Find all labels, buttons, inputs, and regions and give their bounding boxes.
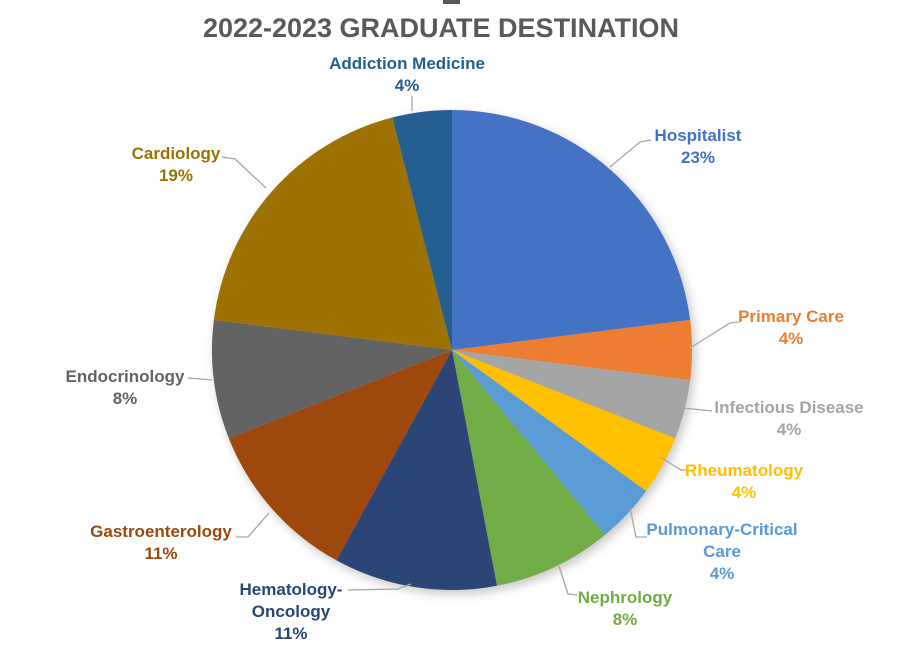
leader-line-primary-care	[689, 321, 740, 349]
slice-value-gastroenterology: 11%	[144, 544, 178, 563]
slice-name-hematology-oncology: Oncology	[251, 602, 331, 621]
slice-name-gastroenterology: Gastroenterology	[90, 522, 232, 541]
slice-name-cardiology: Cardiology	[131, 144, 221, 163]
slice-value-rheumatology: 4%	[731, 483, 757, 502]
pie-slice-endocrinology	[211, 319, 452, 439]
slice-name-nephrology: Nephrology	[577, 588, 673, 607]
slice-label-cardiology: Cardiology 19%	[132, 143, 221, 187]
slice-value-cardiology: 19%	[158, 166, 194, 185]
pie-slice-addiction-medicine	[392, 110, 452, 350]
slice-name-pulmonary-critical-care: Care	[703, 542, 741, 561]
slice-name-addiction-medicine: Addiction Medicine	[329, 54, 485, 73]
pie-slice-gastroenterology	[228, 350, 452, 561]
slice-value-infectious-disease: 4%	[776, 420, 802, 439]
slice-name-hospitalist: Hospitalist	[654, 126, 742, 145]
leader-line-endocrinology	[187, 377, 213, 381]
slice-name-infectious-disease: Infectious Disease	[714, 398, 864, 417]
slice-label-rheumatology: Rheumatology 4%	[685, 460, 803, 504]
slice-label-primary-care: Primary Care 4%	[738, 306, 844, 350]
cropped-top-artifact	[443, 0, 460, 4]
pie-slices-group	[211, 110, 693, 590]
slice-label-pulmonary-critical-care: Pulmonary-Critical Care 4%	[646, 519, 797, 585]
slice-value-endocrinology: 8%	[112, 389, 138, 408]
pie-slice-cardiology	[213, 117, 452, 350]
slice-value-hematology-oncology: 11%	[274, 624, 308, 643]
slice-value-pulmonary-critical-care: 4%	[709, 564, 735, 583]
slice-name-primary-care: Primary Care	[738, 307, 844, 326]
slice-label-hospitalist: Hospitalist 23%	[655, 125, 742, 169]
slice-value-nephrology: 8%	[612, 610, 638, 629]
slice-name-rheumatology: Rheumatology	[684, 461, 804, 480]
slice-name-endocrinology: Endocrinology	[65, 367, 185, 386]
slice-value-hospitalist: 23%	[680, 148, 716, 167]
pie-slice-hematology-oncology	[336, 350, 497, 590]
slice-name-pulmonary-critical-care: Pulmonary-Critical	[646, 520, 798, 539]
pie-slice-hospitalist	[452, 110, 691, 350]
leader-line-hospitalist	[609, 139, 652, 168]
slice-label-endocrinology: Endocrinology 8%	[66, 366, 185, 410]
slice-label-nephrology: Nephrology 8%	[578, 587, 672, 631]
chart-title: 2022-2023 GRADUATE DESTINATION	[202, 13, 680, 43]
leader-line-nephrology	[558, 565, 578, 596]
slice-value-addiction-medicine: 4%	[394, 76, 420, 95]
pie-slice-nephrology	[452, 350, 605, 586]
slice-label-hematology-oncology: Hematology- Oncology 11%	[240, 579, 343, 645]
slice-value-primary-care: 4%	[778, 329, 804, 348]
leader-line-gastroenterology	[236, 512, 270, 538]
slice-label-infectious-disease: Infectious Disease 4%	[714, 397, 863, 441]
pie-slice-infectious-disease	[452, 350, 691, 439]
pie-slice-pulmonary-critical-care	[452, 350, 647, 535]
leader-line-rheumatology	[659, 456, 689, 471]
leader-line-cardiology	[221, 156, 267, 189]
pie-slice-rheumatology	[452, 350, 676, 492]
leader-line-hematology-oncology	[347, 583, 412, 591]
slice-label-addiction-medicine: Addiction Medicine 4%	[329, 53, 485, 97]
leader-line-pulmonary-critical-care	[629, 507, 647, 538]
leader-line-infectious-disease	[682, 407, 713, 412]
pie-slice-primary-care	[452, 319, 693, 381]
slice-name-hematology-oncology: Hematology-	[239, 580, 343, 599]
slice-label-gastroenterology: Gastroenterology 11%	[90, 521, 232, 565]
